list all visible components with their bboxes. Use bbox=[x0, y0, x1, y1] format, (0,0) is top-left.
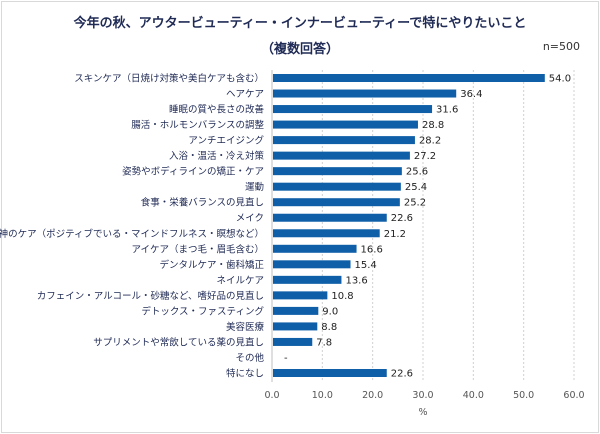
value-label: 8.8 bbox=[321, 322, 337, 333]
category-label: サプリメントや常飲している薬の見直し bbox=[93, 336, 264, 348]
bar bbox=[273, 306, 319, 315]
bar bbox=[273, 369, 387, 377]
value-label: 25.4 bbox=[405, 182, 427, 193]
value-label: 13.6 bbox=[345, 275, 367, 286]
x-tick-label: 20.0 bbox=[362, 390, 383, 401]
bar bbox=[273, 213, 387, 222]
x-tick-label: 30.0 bbox=[412, 390, 433, 401]
category-label: 入浴・温活・冷え対策 bbox=[169, 150, 265, 162]
value-label: 10.8 bbox=[331, 291, 353, 302]
category-label: 特になし bbox=[226, 368, 264, 380]
category-label: デンタルケア・歯科矯正 bbox=[159, 259, 264, 271]
x-axis-label: % bbox=[418, 407, 427, 418]
value-label: 27.2 bbox=[414, 151, 436, 162]
category-label: ヘアケア bbox=[226, 89, 264, 100]
bar bbox=[273, 291, 328, 300]
sample-size: n=500 bbox=[542, 40, 580, 53]
x-tick-label: 40.0 bbox=[463, 390, 484, 401]
value-label: 22.6 bbox=[391, 213, 413, 224]
value-label: 15.4 bbox=[355, 260, 377, 271]
bar bbox=[273, 322, 318, 331]
category-label: アイケア（まつ毛・眉毛含む） bbox=[131, 243, 264, 255]
category-label: アンチエイジング bbox=[188, 135, 264, 147]
value-label: 9.0 bbox=[322, 306, 338, 317]
category-label: 精神のケア（ポジティブでいる・マインドフルネス・瞑想など） bbox=[0, 228, 264, 240]
x-tick-label: 0.0 bbox=[264, 390, 279, 401]
bar bbox=[273, 182, 401, 191]
category-label: ネイルケア bbox=[216, 275, 264, 286]
bar bbox=[273, 89, 457, 98]
bar bbox=[273, 167, 402, 176]
bar bbox=[273, 151, 410, 160]
bar bbox=[273, 198, 400, 207]
category-label: メイク bbox=[236, 213, 264, 224]
category-label: カフェイン・アルコール・砂糖など、嗜好品の見直し bbox=[37, 290, 264, 302]
value-label: 21.2 bbox=[384, 229, 406, 240]
value-label: 25.6 bbox=[406, 167, 428, 178]
bar bbox=[273, 229, 380, 238]
bar bbox=[273, 275, 342, 284]
value-label: 16.6 bbox=[361, 244, 383, 255]
value-label: 25.2 bbox=[404, 198, 426, 209]
bar bbox=[273, 105, 433, 114]
category-label: その他 bbox=[235, 352, 264, 364]
value-label: 54.0 bbox=[549, 74, 571, 85]
x-tick-label: 50.0 bbox=[513, 390, 534, 401]
category-label: 姿勢やボディラインの矯正・ケア bbox=[122, 166, 264, 178]
bar bbox=[273, 337, 313, 346]
category-label: 睡眠の質や長さの改善 bbox=[169, 104, 265, 116]
category-label: 美容医療 bbox=[226, 321, 265, 333]
value-label: 22.6 bbox=[391, 369, 413, 380]
value-label: - bbox=[284, 353, 288, 364]
value-label: 28.8 bbox=[422, 120, 444, 131]
chart-title: 今年の秋、アウタービューティー・インナービューティーで特にやりたいこと bbox=[73, 16, 527, 31]
bar bbox=[273, 244, 357, 253]
bar bbox=[273, 120, 418, 129]
bar bbox=[273, 136, 415, 145]
value-label: 28.2 bbox=[419, 136, 441, 147]
category-label: 食事・栄養バランスの見直し bbox=[141, 197, 264, 209]
value-label: 7.8 bbox=[316, 337, 332, 348]
category-label: デトックス・ファスティング bbox=[141, 305, 264, 317]
chart-subtitle: （複数回答） bbox=[260, 42, 339, 57]
category-label: スキンケア（日焼け対策や美白ケアも含む） bbox=[74, 73, 264, 85]
category-label: 腸活・ホルモンバランスの調整 bbox=[131, 119, 264, 131]
value-label: 36.4 bbox=[460, 89, 482, 100]
category-label: 運動 bbox=[245, 182, 264, 193]
value-label: 31.6 bbox=[436, 105, 458, 116]
bar bbox=[273, 74, 545, 82]
x-tick-label: 10.0 bbox=[312, 390, 333, 401]
bar bbox=[273, 260, 351, 269]
x-tick-label: 60.0 bbox=[563, 390, 584, 401]
